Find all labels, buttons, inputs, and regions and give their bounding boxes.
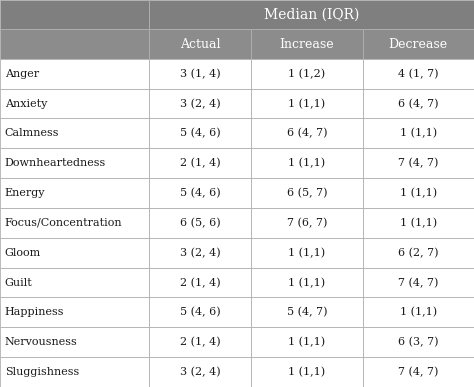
- Text: 5 (4, 7): 5 (4, 7): [287, 307, 327, 318]
- Bar: [0, 298, 149, 327]
- Text: 3 (2, 4): 3 (2, 4): [180, 248, 220, 258]
- Bar: [251, 148, 363, 178]
- Bar: [363, 238, 474, 268]
- Text: 5 (4, 6): 5 (4, 6): [180, 307, 220, 318]
- Text: Happiness: Happiness: [5, 307, 64, 317]
- Bar: [251, 208, 363, 238]
- Bar: [251, 178, 363, 208]
- Text: 4 (1, 7): 4 (1, 7): [398, 68, 438, 79]
- Text: Decrease: Decrease: [389, 38, 448, 51]
- Bar: [251, 59, 363, 89]
- Text: 1 (1,1): 1 (1,1): [288, 158, 326, 168]
- Text: Gloom: Gloom: [5, 248, 41, 258]
- Bar: [149, 148, 251, 178]
- Bar: [149, 238, 251, 268]
- Bar: [149, 298, 251, 327]
- Text: 5 (4, 6): 5 (4, 6): [180, 128, 220, 139]
- Bar: [149, 0, 474, 29]
- Text: 1 (1,1): 1 (1,1): [288, 277, 326, 288]
- Text: 7 (4, 7): 7 (4, 7): [398, 367, 438, 377]
- Bar: [0, 238, 149, 268]
- Bar: [251, 268, 363, 298]
- Bar: [0, 268, 149, 298]
- Bar: [149, 178, 251, 208]
- Bar: [0, 148, 149, 178]
- Bar: [0, 118, 149, 148]
- Bar: [149, 268, 251, 298]
- Text: 6 (4, 7): 6 (4, 7): [287, 128, 327, 139]
- Bar: [251, 29, 363, 59]
- Bar: [251, 357, 363, 387]
- Text: Sluggishness: Sluggishness: [5, 367, 79, 377]
- Bar: [149, 29, 251, 59]
- Text: 1 (1,1): 1 (1,1): [288, 98, 326, 109]
- Text: Actual: Actual: [180, 38, 220, 51]
- Text: 1 (1,1): 1 (1,1): [400, 188, 437, 198]
- Text: 1 (1,1): 1 (1,1): [400, 218, 437, 228]
- Text: 1 (1,1): 1 (1,1): [288, 337, 326, 348]
- Text: 7 (4, 7): 7 (4, 7): [398, 277, 438, 288]
- Text: 2 (1, 4): 2 (1, 4): [180, 158, 220, 168]
- Text: 3 (1, 4): 3 (1, 4): [180, 68, 220, 79]
- Text: 2 (1, 4): 2 (1, 4): [180, 337, 220, 348]
- Text: 1 (1,2): 1 (1,2): [288, 68, 326, 79]
- Text: Nervousness: Nervousness: [5, 337, 77, 347]
- Text: 6 (4, 7): 6 (4, 7): [398, 98, 438, 109]
- Text: Focus/Concentration: Focus/Concentration: [5, 218, 122, 228]
- Text: 1 (1,1): 1 (1,1): [400, 128, 437, 139]
- Text: 6 (2, 7): 6 (2, 7): [398, 248, 438, 258]
- Text: 2 (1, 4): 2 (1, 4): [180, 277, 220, 288]
- Bar: [149, 208, 251, 238]
- Bar: [149, 357, 251, 387]
- Bar: [0, 208, 149, 238]
- Bar: [363, 268, 474, 298]
- Text: Energy: Energy: [5, 188, 45, 198]
- Text: 3 (2, 4): 3 (2, 4): [180, 367, 220, 377]
- Text: 1 (1,1): 1 (1,1): [288, 248, 326, 258]
- Bar: [0, 0, 149, 29]
- Bar: [149, 118, 251, 148]
- Bar: [0, 327, 149, 357]
- Bar: [363, 89, 474, 118]
- Bar: [363, 327, 474, 357]
- Bar: [363, 59, 474, 89]
- Bar: [251, 238, 363, 268]
- Text: Anxiety: Anxiety: [5, 99, 47, 109]
- Text: 3 (2, 4): 3 (2, 4): [180, 98, 220, 109]
- Text: Increase: Increase: [280, 38, 334, 51]
- Text: Guilt: Guilt: [5, 277, 33, 288]
- Text: Anger: Anger: [5, 69, 39, 79]
- Bar: [363, 208, 474, 238]
- Text: 6 (5, 6): 6 (5, 6): [180, 218, 220, 228]
- Bar: [363, 357, 474, 387]
- Bar: [0, 178, 149, 208]
- Bar: [251, 327, 363, 357]
- Text: 5 (4, 6): 5 (4, 6): [180, 188, 220, 198]
- Text: Median (IQR): Median (IQR): [264, 8, 359, 22]
- Text: 1 (1,1): 1 (1,1): [288, 367, 326, 377]
- Bar: [0, 29, 149, 59]
- Text: Calmness: Calmness: [5, 128, 59, 139]
- Bar: [363, 118, 474, 148]
- Text: 7 (6, 7): 7 (6, 7): [287, 218, 327, 228]
- Bar: [149, 327, 251, 357]
- Bar: [0, 357, 149, 387]
- Bar: [363, 29, 474, 59]
- Bar: [149, 59, 251, 89]
- Text: 7 (4, 7): 7 (4, 7): [398, 158, 438, 168]
- Text: 1 (1,1): 1 (1,1): [400, 307, 437, 318]
- Bar: [0, 59, 149, 89]
- Bar: [363, 178, 474, 208]
- Text: Downheartedness: Downheartedness: [5, 158, 106, 168]
- Bar: [251, 298, 363, 327]
- Bar: [251, 89, 363, 118]
- Bar: [251, 118, 363, 148]
- Bar: [363, 298, 474, 327]
- Bar: [0, 89, 149, 118]
- Bar: [149, 89, 251, 118]
- Text: 6 (5, 7): 6 (5, 7): [287, 188, 327, 198]
- Bar: [363, 148, 474, 178]
- Text: 6 (3, 7): 6 (3, 7): [398, 337, 438, 348]
